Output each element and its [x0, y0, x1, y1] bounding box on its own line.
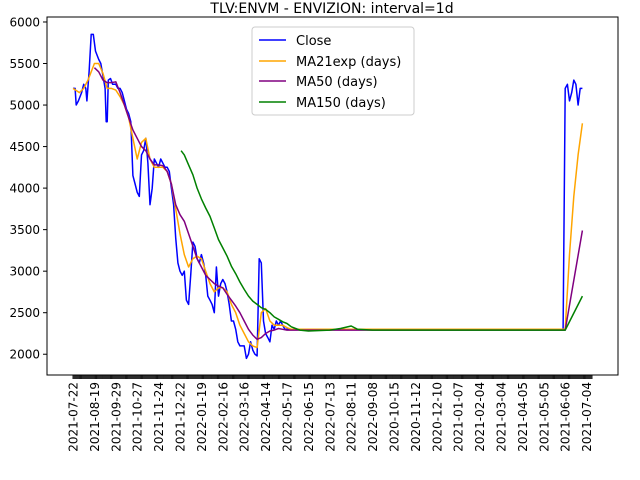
- y-tick-label: 6000: [9, 15, 40, 29]
- x-axis: 2021-07-22 2021-08-19 2021-09-29 2021-10-27…: [67, 375, 594, 452]
- series-line-close: [73, 33, 583, 360]
- y-tick-label: 4500: [9, 140, 40, 154]
- x-tick-label: 2020-12-10: [430, 382, 444, 452]
- x-tick-marks: [72, 375, 593, 379]
- legend-label-close: Close: [296, 34, 331, 49]
- x-tick-label: 2022-06-15: [302, 382, 316, 452]
- x-tick-label: 2022-03-16: [238, 382, 252, 452]
- x-tick-label: 2022-09-08: [366, 382, 380, 452]
- x-tick-label: 2022-07-13: [323, 382, 337, 452]
- x-tick-label: 2021-02-04: [473, 382, 487, 452]
- chart-title: TLV:ENVM - ENVIZION: interval=1d: [209, 1, 453, 17]
- series-line-ma21exp-days: [72, 62, 584, 349]
- plot-area-frame: [46, 16, 619, 376]
- y-axis: 2000 2500 3000 3500 4000 4500 5000 5500 6000: [9, 15, 47, 362]
- legend: Close MA21exp (days) MA50 (days) MA150 (…: [251, 26, 415, 116]
- x-tick-label: 2021-09-29: [109, 382, 123, 452]
- x-tick-label: 2021-11-24: [152, 382, 166, 452]
- legend-item-close: Close: [259, 34, 331, 49]
- x-tick-label: 2022-01-19: [195, 382, 209, 452]
- x-tick-label: 2021-01-07: [452, 382, 466, 452]
- legend-box: [251, 26, 415, 116]
- x-tick-label: 2022-04-14: [259, 382, 273, 452]
- plot-series-layer: [72, 33, 584, 360]
- legend-label-ma150: MA150 (days): [296, 96, 386, 111]
- x-tick-label: 2021-12-22: [174, 382, 188, 452]
- legend-item-ma50: MA50 (days): [259, 75, 378, 90]
- series-line-ma50-days: [93, 67, 584, 341]
- y-tick-label: 2500: [9, 306, 40, 320]
- y-tick-label: 4000: [9, 182, 40, 196]
- legend-item-ma150: MA150 (days): [259, 96, 386, 111]
- x-tick-label: 2021-06-06: [559, 382, 573, 452]
- series-line-ma150-days: [180, 150, 584, 332]
- x-tick-label: 2022-05-17: [281, 382, 295, 452]
- legend-label-ma21exp: MA21exp (days): [296, 55, 401, 70]
- y-tick-label: 5500: [9, 57, 40, 71]
- y-tick-label: 3500: [9, 223, 40, 237]
- x-tick-label: 2021-04-05: [516, 382, 530, 452]
- y-tick-label: 2000: [9, 348, 40, 362]
- y-tick-label: 5000: [9, 99, 40, 113]
- x-tick-label: 2021-08-19: [88, 382, 102, 452]
- legend-label-ma50: MA50 (days): [296, 75, 378, 90]
- x-tick-label: 2020-10-15: [388, 382, 402, 452]
- y-tick-label: 3000: [9, 265, 40, 279]
- x-tick-label: 2021-07-04: [580, 382, 594, 452]
- x-tick-label: 2020-11-12: [409, 382, 423, 452]
- legend-item-ma21exp: MA21exp (days): [259, 55, 401, 70]
- x-tick-label: 2021-10-27: [131, 382, 145, 452]
- x-tick-label: 2022-02-16: [216, 382, 230, 452]
- x-tick-label: 2022-08-11: [345, 382, 359, 452]
- x-tick-label: 2021-07-22: [67, 382, 81, 452]
- x-tick-label: 2021-05-05: [537, 382, 551, 452]
- x-tick-label: 2021-03-04: [495, 382, 509, 452]
